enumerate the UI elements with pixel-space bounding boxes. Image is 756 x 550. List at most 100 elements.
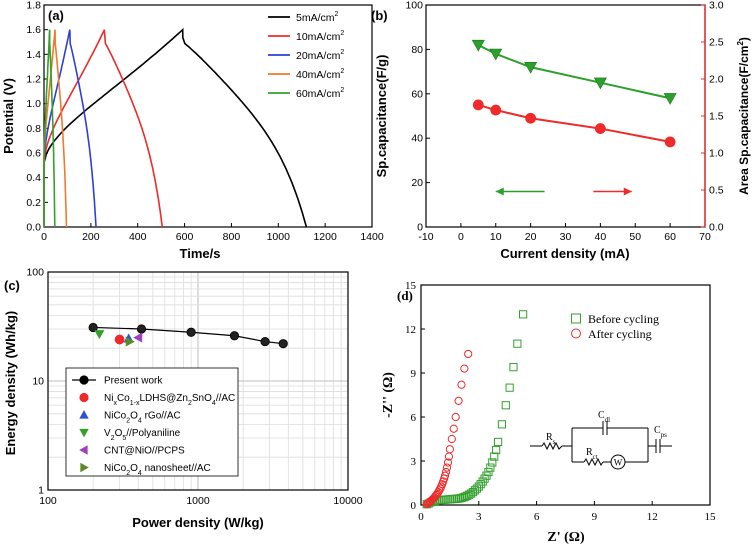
- legend-subscript: 1-x: [130, 400, 140, 407]
- curve-60macm: [43, 29, 56, 228]
- y2-tick-label: 0.5: [709, 185, 724, 197]
- x-tick-label: 600: [176, 231, 194, 243]
- legend-entry: CNT@NiO//PCPS: [104, 446, 185, 457]
- legend-text: //Polyaniline: [126, 428, 180, 439]
- series-point: [524, 62, 538, 74]
- legend-marker: [79, 375, 89, 385]
- legend-text: 10mA/cm: [296, 31, 341, 43]
- panel-c-plot-frame: [47, 271, 349, 491]
- before-cycling-point: [488, 458, 497, 467]
- legend-subscript: 4: [138, 417, 142, 424]
- panel-d: (d) 0 3 6 9 12 15 0 3 6 9 12 15 Before cyclingAfte…: [381, 280, 716, 545]
- legend-subscript: 2: [188, 400, 192, 407]
- y-tick-label: 0.2: [26, 197, 41, 209]
- legend-text: SnO: [192, 393, 212, 404]
- x-tick-label: 50: [629, 231, 641, 243]
- series-line-1: [478, 103, 671, 143]
- panel-d-plot-frame: [420, 284, 711, 506]
- y2-tick-label: 3.0: [709, 0, 724, 12]
- legend-text: rGo//AC: [142, 411, 181, 422]
- legend-text: O: [115, 428, 123, 439]
- panel-d-points: [422, 310, 528, 509]
- panel-c-xlabel: Power density (W/kg): [132, 515, 263, 530]
- resistor-rs: [541, 441, 563, 451]
- after-cycling-point: [445, 445, 454, 454]
- after-cycling-point: [449, 424, 458, 433]
- after-cycling-point: [454, 396, 463, 405]
- y2-tick-label: 2.0: [709, 74, 724, 86]
- y-tick-label: 15: [405, 280, 417, 292]
- legend-marker: [79, 392, 89, 403]
- y-tick-label: 0.0: [26, 222, 41, 234]
- legend-text: 5mA/cm: [296, 12, 335, 24]
- y-tick-label: 0.4: [26, 172, 41, 184]
- y-tick-label: 0.8: [26, 123, 41, 135]
- legend-text: //AC: [216, 393, 235, 404]
- y-tick-label: 12: [405, 324, 416, 336]
- legend-text: V: [104, 428, 111, 439]
- series-point: [593, 77, 607, 90]
- label-w: W: [614, 458, 623, 468]
- y-tick-label: 60: [411, 88, 423, 100]
- x-tick-label: 1000: [267, 231, 291, 243]
- x-tick-label: 12: [647, 511, 658, 523]
- panel-b-y2label: Area Sp.capacitance(F/cm2): [736, 37, 751, 195]
- comparison-point: [114, 334, 125, 345]
- legend-subscript: 2: [111, 435, 115, 442]
- y-tick-label: 20: [411, 177, 423, 189]
- y-tick-label: 1.8: [26, 0, 41, 12]
- legend-subscript: 2: [126, 470, 130, 477]
- legend-subscript: 4: [212, 400, 216, 407]
- after-cycling-point: [440, 471, 450, 480]
- x-tick-label: 0: [418, 511, 424, 523]
- panel-b-label: (b): [371, 8, 388, 23]
- y2-tick-label: 1.5: [709, 111, 724, 123]
- y-tick-label: 6: [411, 412, 417, 424]
- y-tick-label: 0: [411, 500, 417, 512]
- x-tick-label: 1000: [186, 495, 210, 507]
- panel-c-x-ticks: 100 1000 10000: [39, 495, 363, 507]
- legend-marker: [79, 410, 89, 419]
- series-point: [663, 93, 677, 105]
- series-point: [664, 136, 676, 148]
- legend-entry: After cycling: [588, 327, 652, 341]
- x-tick-label: 3: [476, 511, 482, 523]
- x-tick-label: 1200: [313, 231, 337, 243]
- legend-sup: 2: [335, 11, 339, 18]
- legend-sup: 2: [340, 87, 344, 94]
- panel-d-ylabel: -Z'' (Ω): [381, 372, 396, 418]
- before-cycling-point: [484, 467, 493, 477]
- series-point: [489, 48, 503, 61]
- legend-subscript: 5: [122, 435, 126, 442]
- comparison-point: [125, 336, 135, 347]
- curve-40macm: [43, 29, 68, 228]
- y2-tick-label: 0.0: [709, 222, 724, 234]
- x-tick-label: 10000: [333, 495, 362, 507]
- x-tick-label: 400: [129, 231, 147, 243]
- panel-c-legend-box: [65, 367, 239, 477]
- legend-entry: 10mA/cm2: [296, 30, 344, 43]
- y-tick-label: 0.6: [26, 148, 41, 160]
- y-tick-label: 10: [32, 376, 44, 388]
- legend-text: O: [130, 411, 138, 422]
- panel-a-ylabel: Potential (V): [1, 78, 16, 154]
- legend-text: nanosheet//AC: [142, 463, 211, 474]
- series-line-0: [477, 44, 671, 100]
- x-tick-label: 0: [458, 231, 464, 243]
- legend-entry: Present work: [104, 376, 163, 387]
- label-rs-main: R: [546, 432, 553, 443]
- legend-text: Co: [117, 393, 130, 404]
- label-rct: Rct: [586, 447, 598, 461]
- panel-c-ylabel: Energy density (Wh/kg): [3, 311, 18, 455]
- after-cycling-point: [447, 434, 456, 444]
- y-tick-label: 1.4: [26, 49, 41, 61]
- curve-10macm: [43, 29, 164, 228]
- panel-a-x-ticks: 0 200 400 600 800 1000 1200 1400: [41, 223, 384, 243]
- label-cdl-sub: dl: [605, 416, 611, 424]
- x-tick-label: 60: [664, 231, 676, 243]
- x-tick-label: 40: [595, 231, 607, 243]
- y-tick-label: 1.2: [26, 74, 41, 86]
- legend-marker: [79, 428, 89, 438]
